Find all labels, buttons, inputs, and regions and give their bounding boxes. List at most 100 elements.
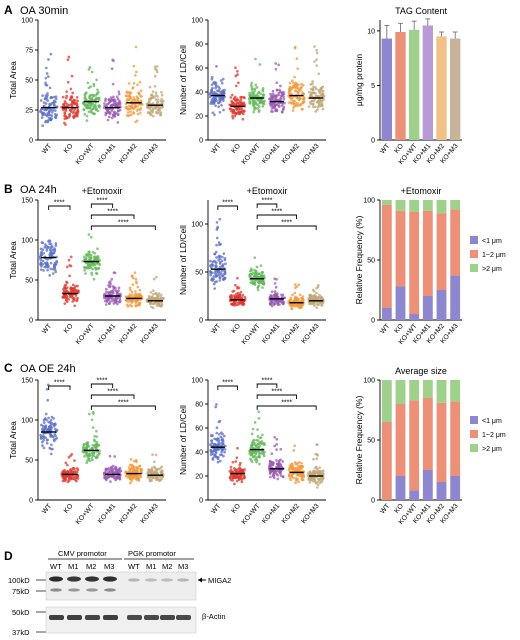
data-point [238,294,242,298]
data-point [242,469,245,473]
data-point [294,296,297,300]
data-point [105,468,109,471]
data-point [75,114,79,118]
data-point [49,96,53,100]
data-point [51,447,54,451]
data-point [272,101,275,105]
data-point [44,76,48,80]
data-point [105,300,109,304]
data-point [134,290,137,293]
data-point [51,245,54,248]
data-point [252,103,256,106]
data-point [243,109,246,113]
x-tick-label: KO+M1 [261,503,281,525]
data-point [128,303,132,307]
data-point [320,304,324,307]
stacked-bar-segment [436,380,447,403]
data-point [259,436,263,439]
data-point [229,107,233,111]
data-point [55,260,59,264]
data-point [237,478,241,481]
data-point [221,448,224,452]
band-actin-8 [176,615,191,620]
y-tick-label: 0 [371,137,375,144]
data-point [241,102,245,106]
data-point [132,107,136,111]
x-tick-label: KO+M3 [140,143,160,165]
data-point [221,265,225,268]
data-point [136,83,139,87]
data-point [83,96,87,100]
data-point [271,472,275,476]
data-point [135,70,138,74]
data-point [318,90,321,94]
stacked-bar-segment [450,401,461,476]
data-point [95,455,99,459]
data-point [119,469,123,473]
data-point [210,89,213,93]
data-point [155,110,159,114]
data-point [52,103,56,107]
data-point [134,470,137,473]
data-point [288,89,292,93]
y-axis-label: Relative Frequency (%) [354,395,364,484]
data-point [91,454,95,457]
data-point [218,276,222,279]
data-point [107,466,111,470]
data-point [271,97,275,100]
stacked-bar-segment [381,380,392,422]
data-point [154,453,158,457]
data-point [260,271,264,274]
band-pgk-m2 [161,578,173,582]
data-point [139,94,142,98]
data-point [67,116,71,119]
data-point [256,434,260,438]
data-point [114,299,118,303]
data-point [135,109,139,113]
data-point [273,435,277,439]
data-point [268,472,272,475]
data-point [117,289,120,292]
y-tick-label: 20 [195,113,203,120]
y-tick-label: 100 [191,221,203,228]
data-point [242,302,246,306]
data-point [295,96,299,99]
data-point [276,302,280,305]
data-point [291,109,295,112]
data-point [275,437,279,441]
data-point [291,293,294,297]
data-point [129,476,132,480]
data-point [213,90,216,94]
y-tick-label: 100 [21,17,33,24]
data-point [320,472,324,475]
data-point [249,281,253,284]
lane-wt-pgk: WT [128,562,140,571]
data-point [317,303,321,306]
data-point [71,283,75,287]
data-point [116,471,120,475]
y-tick-label: 50 [367,257,375,264]
stacked-bar-segment [395,210,406,287]
data-point [318,293,321,297]
data-point [223,448,227,451]
x-tick-label: KO+WT [241,143,262,166]
data-point [249,446,253,449]
data-point [311,80,314,83]
mw-37kd: 37kD [12,628,30,637]
data-point [41,124,44,128]
data-point [82,255,86,259]
data-point [154,296,158,300]
data-point [112,102,116,105]
data-point [239,290,243,294]
data-point [269,470,272,473]
x-tick-label: KO+M2 [118,503,138,525]
data-point [274,67,278,71]
data-point [66,470,69,474]
data-point [321,298,325,301]
data-point [127,82,131,85]
data-point [93,104,97,108]
data-point [293,466,297,470]
significance-bracket [48,205,71,210]
significance-bracket [90,203,114,208]
data-point [45,95,49,99]
